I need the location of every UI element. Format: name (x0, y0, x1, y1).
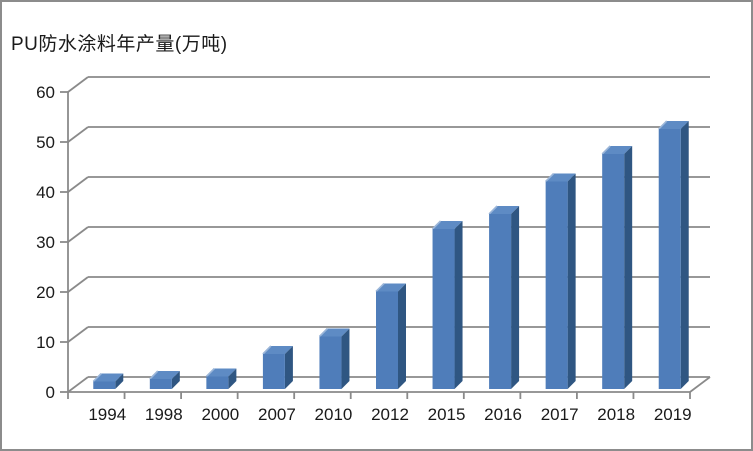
bar-side-2019 (680, 121, 689, 389)
x-axis-label-2017: 2017 (541, 405, 579, 424)
bar-top-1998 (149, 371, 180, 379)
gridline-depth-50 (67, 126, 89, 143)
bar-top-highlight-2018 (601, 145, 611, 155)
bar-top-highlight-1998 (149, 370, 159, 380)
bar-2016 (489, 214, 512, 389)
floor-right-edge (689, 376, 711, 393)
bar-top-highlight-2016 (488, 205, 498, 215)
bar-top-2010 (319, 328, 350, 337)
bar-2019 (658, 129, 681, 389)
bar-top-2015 (432, 221, 463, 229)
y-tick-label-50: 50 (36, 133, 55, 152)
y-tick-label-30: 30 (36, 233, 55, 252)
y-tick-label-60: 60 (36, 83, 55, 102)
bar-2000 (206, 376, 229, 389)
x-axis-label-2010: 2010 (315, 405, 353, 424)
x-axis-label-2015: 2015 (428, 405, 466, 424)
x-axis-label-2012: 2012 (371, 405, 409, 424)
bar-2010 (319, 336, 342, 389)
bar-top-2019 (658, 121, 689, 129)
x-axis-label-1998: 1998 (145, 405, 183, 424)
x-axis-label-2000: 2000 (201, 405, 239, 424)
gridline-depth-30 (67, 226, 89, 243)
bar-1994 (93, 381, 116, 389)
gridline-depth-0 (67, 376, 89, 393)
bar-top-highlight-1994 (92, 372, 102, 383)
chart-title: PU防水涂料年产量(万吨) (11, 34, 228, 55)
bar-top-highlight-2007 (262, 345, 272, 355)
y-tick-label-10: 10 (36, 333, 55, 352)
bar-1998 (149, 379, 172, 389)
bar-side-2015 (454, 221, 463, 389)
bar-side-2017 (567, 173, 576, 389)
gridline-depth-10 (67, 326, 89, 343)
bar-side-2000 (228, 368, 237, 389)
x-axis-label-2019: 2019 (654, 405, 692, 424)
y-tick-label-0: 0 (46, 383, 55, 402)
bar-top-highlight-2000 (205, 367, 215, 378)
x-axis-label-2016: 2016 (484, 405, 522, 424)
bar-2015 (432, 229, 455, 389)
bar-top-2000 (206, 368, 237, 377)
bar-top-highlight-2017 (545, 172, 555, 183)
y-tick-label-20: 20 (36, 283, 55, 302)
bar-2017 (545, 181, 568, 389)
bar-side-2010 (341, 328, 350, 389)
bar-top-2017 (545, 173, 576, 182)
bar-top-1994 (93, 373, 124, 382)
gridline-depth-20 (67, 276, 89, 293)
bar-top-2018 (602, 146, 633, 154)
bar-side-1998 (171, 371, 180, 389)
x-axis-label-2018: 2018 (597, 405, 635, 424)
bar-top-2007 (262, 346, 293, 354)
bar-2018 (602, 154, 625, 389)
bar-top-2016 (489, 206, 520, 214)
bar-side-2007 (284, 346, 293, 389)
bar-top-2012 (376, 283, 406, 292)
bar-side-2018 (624, 146, 633, 389)
bar-top-highlight-2015 (431, 220, 442, 230)
x-axis-label-1994: 1994 (88, 405, 126, 424)
bar-side-2016 (511, 206, 520, 389)
y-tick-label-40: 40 (36, 183, 55, 202)
bar-top-highlight-2010 (318, 327, 329, 338)
bar-2007 (262, 354, 285, 389)
bar-top-highlight-2019 (658, 120, 668, 130)
bar-side-2012 (398, 283, 406, 389)
bar-top-highlight-2012 (375, 282, 385, 293)
bar-2012 (376, 291, 398, 389)
gridline-depth-60 (67, 76, 89, 93)
x-axis-label-2007: 2007 (258, 405, 296, 424)
gridline-depth-40 (67, 176, 89, 193)
bar-side-1994 (115, 373, 124, 389)
